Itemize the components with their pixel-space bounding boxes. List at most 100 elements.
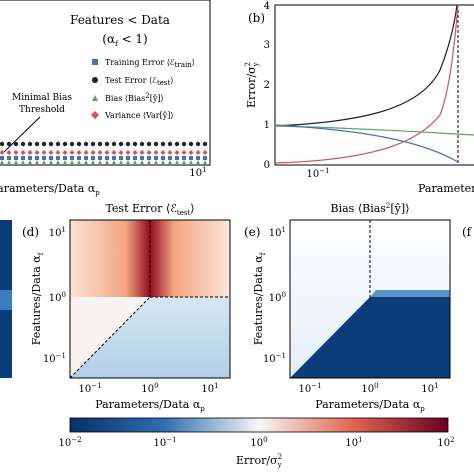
- marker: [69, 141, 75, 147]
- legend-marker: [92, 77, 98, 83]
- marker: [48, 141, 54, 147]
- marker: [41, 150, 47, 155]
- marker: [111, 141, 117, 147]
- marker: [28, 156, 32, 160]
- panel-a: Features < Data (αf < 1) Training Error …: [0, 0, 211, 197]
- marker: [161, 156, 165, 160]
- axes-frame: [0, 0, 211, 166]
- axes-frame: [274, 4, 474, 166]
- marker: [49, 160, 53, 164]
- marker: [42, 156, 46, 160]
- marker: [188, 150, 194, 155]
- y-tick-label: 2: [264, 80, 270, 91]
- marker: [14, 156, 18, 160]
- x-axis-label: Parameters: [418, 182, 474, 195]
- marker: [104, 141, 110, 147]
- panel-title: Bias ⟨Bias2[ŷ]⟩: [331, 202, 410, 215]
- marker: [154, 160, 158, 164]
- marker: [126, 156, 130, 160]
- train-curve: [274, 124, 459, 163]
- test-curve: [274, 4, 458, 127]
- marker: [175, 160, 179, 164]
- marker: [154, 156, 158, 160]
- marker: [202, 150, 208, 155]
- marker: [0, 141, 5, 147]
- colorbar: 10−2 10−1 100 101 102 Error/σy2: [58, 417, 455, 469]
- x-axis-label: Parameters/Data αp: [0, 182, 100, 197]
- axes-frame: [289, 219, 451, 379]
- marker: [139, 150, 145, 155]
- marker: [140, 156, 144, 160]
- marker: [90, 141, 96, 147]
- legend-marker: [92, 95, 98, 101]
- panel-label: (f: [462, 225, 473, 239]
- x-tick-label: 101: [201, 382, 218, 395]
- marker: [20, 150, 26, 155]
- marker: [56, 160, 60, 164]
- marker: [34, 150, 40, 155]
- legend-marker: [91, 111, 99, 119]
- y-axis-label: Features/Data αf: [252, 251, 267, 345]
- marker: [0, 160, 4, 164]
- y-tick-label: 0: [264, 160, 270, 171]
- marker: [27, 141, 33, 147]
- marker: [76, 141, 82, 147]
- y-axis-label: Error/σy2: [244, 62, 260, 108]
- marker: [195, 141, 201, 147]
- marker: [140, 160, 144, 164]
- colorbar-tick-label: 100: [250, 436, 267, 449]
- marker: [6, 141, 12, 147]
- colorbar-tick-label: 101: [345, 436, 362, 449]
- marker: [98, 160, 102, 164]
- marker: [69, 150, 75, 155]
- x-tick-label: 100: [141, 382, 158, 395]
- marker: [7, 160, 11, 164]
- marker: [13, 150, 19, 155]
- marker: [133, 156, 137, 160]
- panel-d: (d) Test Error ⟨ℰtest⟩ 101 100 10−1 10−1…: [22, 202, 231, 413]
- panel-label: (d): [22, 225, 39, 239]
- marker: [84, 160, 88, 164]
- marker: [174, 141, 180, 147]
- marker: [132, 141, 138, 147]
- marker: [167, 141, 173, 147]
- y-tick-label: 100: [49, 291, 66, 304]
- marker: [70, 156, 74, 160]
- marker: [41, 141, 47, 147]
- marker: [77, 160, 81, 164]
- marker: [196, 160, 200, 164]
- marker: [118, 141, 124, 147]
- marker: [97, 141, 103, 147]
- marker: [175, 156, 179, 160]
- marker: [203, 160, 207, 164]
- annotation: Minimal Bias: [12, 93, 72, 103]
- marker: [119, 156, 123, 160]
- marker: [0, 150, 5, 155]
- marker: [189, 156, 193, 160]
- colorbar-bar: [69, 417, 449, 433]
- marker: [202, 141, 208, 147]
- marker: [147, 156, 151, 160]
- marker: [160, 141, 166, 147]
- marker: [181, 150, 187, 155]
- marker: [168, 156, 172, 160]
- marker: [161, 160, 165, 164]
- colorbar-tick-label: 10−2: [58, 436, 81, 449]
- x-tick-label: 100: [361, 382, 378, 395]
- marker: [98, 156, 102, 160]
- marker: [182, 156, 186, 160]
- marker: [63, 160, 67, 164]
- marker: [118, 150, 124, 155]
- marker: [126, 160, 130, 164]
- marker: [77, 156, 81, 160]
- legend-marker: [92, 59, 98, 65]
- x-tick-label: 10−1: [78, 382, 101, 395]
- marker: [27, 150, 33, 155]
- marker: [112, 156, 116, 160]
- panel-b: (b) 0 1 2 3 4 Error/σy2 10−1 Parameters: [244, 1, 474, 195]
- x-tick-label: 101: [189, 166, 206, 179]
- heatmap-region: [290, 297, 450, 378]
- marker: [196, 156, 200, 160]
- y-tick-label: 10−1: [263, 352, 286, 365]
- marker: [132, 150, 138, 155]
